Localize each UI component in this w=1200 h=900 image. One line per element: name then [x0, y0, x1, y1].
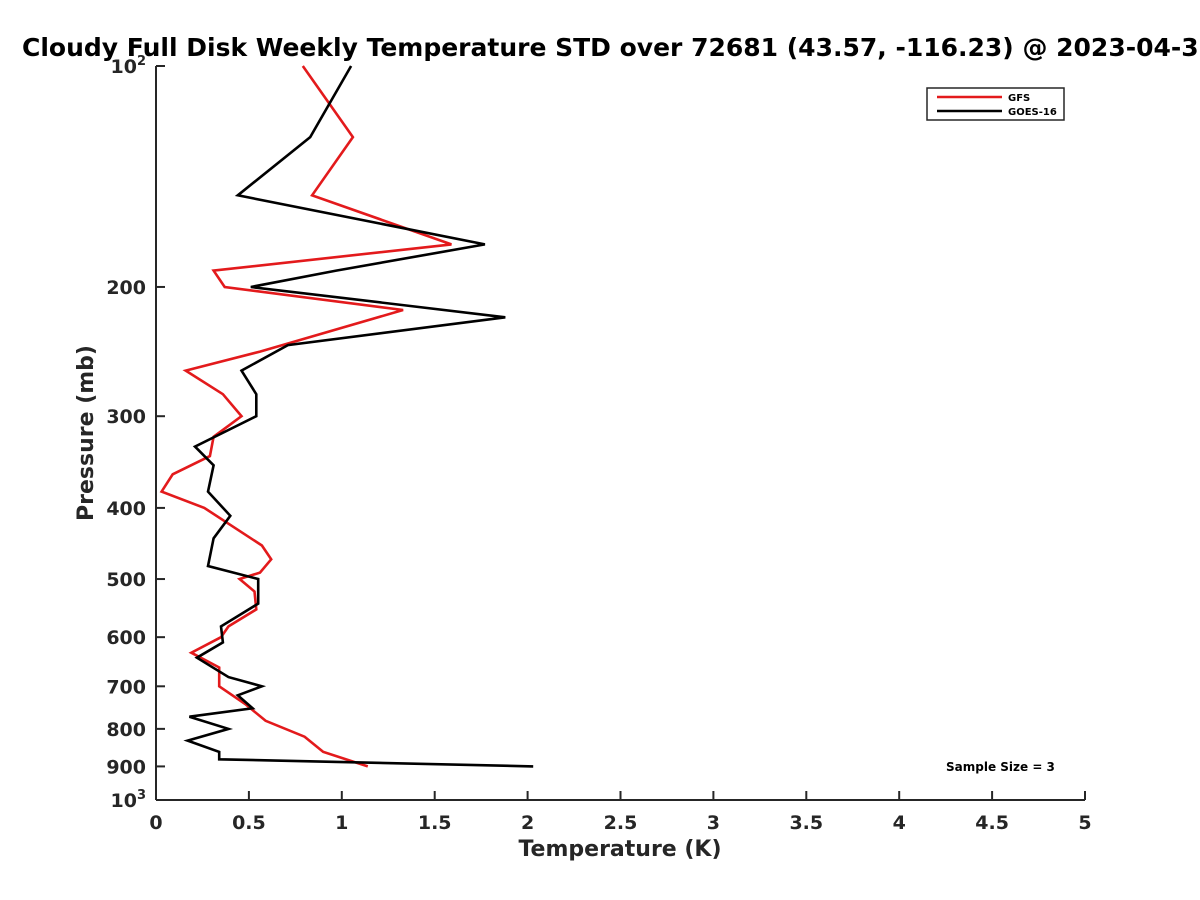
y-tick-label: 700	[106, 676, 146, 698]
x-tick-label: 4	[893, 812, 906, 834]
y-tick-label: 500	[106, 569, 146, 591]
legend: GFS GOES-16	[926, 87, 1065, 121]
legend-label-gfs: GFS	[1008, 93, 1030, 104]
legend-box	[926, 87, 1065, 121]
y-tick-label: 400	[106, 498, 146, 520]
axes: 0 0.5 1 1.5 2 2.5 3 3.5 4 4.5 5 102 200 300 400 500 600 7…	[106, 54, 1091, 834]
x-tick-label: 1.5	[418, 812, 452, 834]
y-tick-label: 300	[106, 406, 146, 428]
y-tick-label: 600	[106, 627, 146, 649]
x-axis-label: Temperature (K)	[518, 837, 721, 862]
series-layer	[159, 65, 534, 768]
series-line-gfs	[159, 65, 452, 768]
legend-label-goes16: GOES-16	[1008, 107, 1057, 118]
y-tick-label: 800	[106, 719, 146, 741]
y-tick-label: 103	[111, 788, 147, 812]
series-line-goes16	[183, 65, 534, 768]
chart-title: Cloudy Full Disk Weekly Temperature STD …	[22, 33, 1199, 62]
x-tick-label: 0	[149, 812, 162, 834]
x-tick-label: 1	[335, 812, 348, 834]
x-tick-label: 2	[521, 812, 534, 834]
x-tick-label: 0.5	[232, 812, 266, 834]
y-tick-label: 900	[106, 756, 146, 778]
x-tick-label: 3.5	[789, 812, 823, 834]
x-tick-label: 5	[1078, 812, 1091, 834]
y-tick-label: 200	[106, 277, 146, 299]
y-axis-label: Pressure (mb)	[74, 345, 99, 521]
x-tick-label: 2.5	[604, 812, 638, 834]
sample-size-annotation: Sample Size = 3	[946, 760, 1055, 774]
y-tick-label: 102	[111, 54, 147, 78]
x-tick-label: 3	[707, 812, 720, 834]
x-tick-label: 4.5	[975, 812, 1009, 834]
